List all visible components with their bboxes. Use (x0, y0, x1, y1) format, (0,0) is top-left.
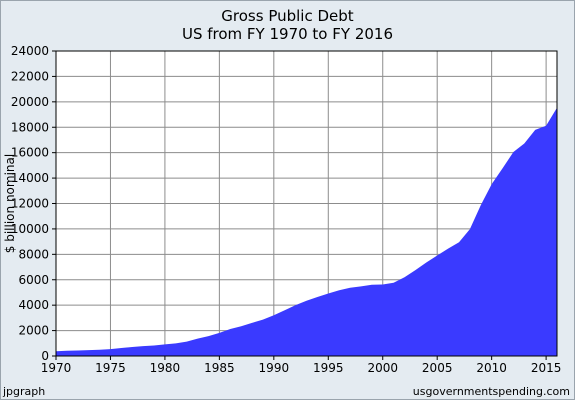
y-tick-label: 2000 (18, 324, 49, 338)
y-tick-label: 24000 (11, 44, 49, 58)
y-tick-label: 18000 (11, 120, 49, 134)
plot-border (55, 50, 558, 357)
x-tick-label: 1995 (313, 361, 344, 375)
x-tick-label: 1980 (150, 361, 181, 375)
x-tick-label: 2000 (367, 361, 398, 375)
debt-area (56, 107, 557, 356)
chart-subtitle: US from FY 1970 to FY 2016 (181, 25, 393, 43)
y-tick-label: 4000 (18, 298, 49, 312)
x-tick-label: 1975 (95, 361, 126, 375)
y-tick-label: 0 (41, 349, 49, 363)
y-tick-label: 16000 (11, 146, 49, 160)
y-tick-label: 6000 (18, 273, 49, 287)
footer-credit-left: jpgraph (3, 385, 46, 398)
footer-credit-right: usgovernmentspending.com (412, 385, 570, 398)
y-axis-label: $ billion nominal (3, 154, 17, 253)
x-tick-label: 2005 (422, 361, 453, 375)
y-tick-label: 22000 (11, 69, 49, 83)
x-tick-label: 1990 (259, 361, 290, 375)
chart-title: Gross Public Debt (221, 7, 354, 25)
y-tick-label: 20000 (11, 95, 49, 109)
y-tick-label: 10000 (11, 222, 49, 236)
y-tick-label: 8000 (18, 247, 49, 261)
x-tick-label: 2015 (531, 361, 562, 375)
y-tick-label: 12000 (11, 197, 49, 211)
x-tick-label: 1970 (41, 361, 72, 375)
x-tick-label: 2010 (476, 361, 507, 375)
y-tick-label: 14000 (11, 171, 49, 185)
x-tick-label: 1985 (204, 361, 235, 375)
